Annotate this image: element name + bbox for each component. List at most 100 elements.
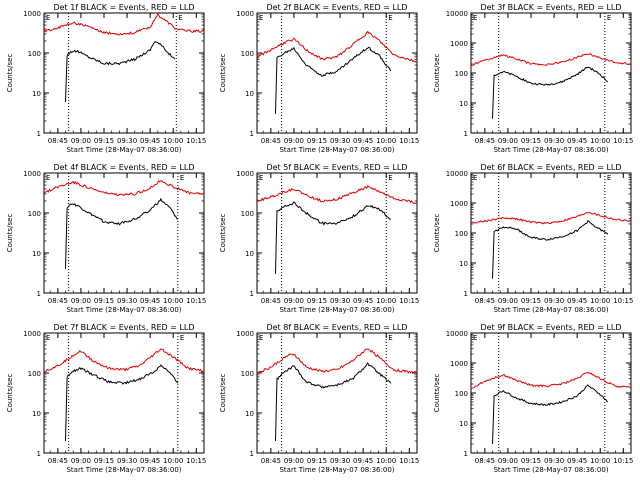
x-tick-label: 09:30 xyxy=(330,137,350,145)
plot-frame xyxy=(470,332,632,454)
x-tick-label: 09:00 xyxy=(284,457,304,465)
x-tick-label: 10:15 xyxy=(613,457,633,465)
x-tick-label: 08:45 xyxy=(475,457,495,465)
x-tick-label: 09:45 xyxy=(140,457,160,465)
x-tick-label: 09:30 xyxy=(544,457,564,465)
marker-label-right: E xyxy=(388,334,392,342)
plot-frame xyxy=(43,12,205,134)
x-tick-label: 09:00 xyxy=(284,137,304,145)
y-tick-label: 100 xyxy=(241,50,254,58)
marker-label-left: E xyxy=(259,174,263,182)
x-axis-label: Start Time (28-May-07 08:36:00) xyxy=(279,466,394,474)
y-tick-label: 100 xyxy=(455,230,468,238)
y-tick-label: 1 xyxy=(464,290,468,298)
plot-frame xyxy=(43,172,205,294)
marker-label-left: E xyxy=(46,14,50,22)
x-tick-label: 10:00 xyxy=(376,137,396,145)
x-tick-label: 09:15 xyxy=(521,297,541,305)
marker-label-left: E xyxy=(473,14,477,22)
x-tick-label: 10:15 xyxy=(399,457,419,465)
y-tick-label: 10 xyxy=(459,100,468,108)
plot-frame xyxy=(43,332,205,454)
x-tick-label: 10:15 xyxy=(186,297,206,305)
x-tick-label: 09:00 xyxy=(71,457,91,465)
lld-series-line xyxy=(43,348,205,373)
y-tick-label: 100 xyxy=(28,210,41,218)
x-tick-label: 09:45 xyxy=(567,137,587,145)
x-tick-label: 09:30 xyxy=(544,137,564,145)
lld-series-line xyxy=(470,372,632,389)
lld-series-line xyxy=(470,52,632,66)
y-tick-label: 10000 xyxy=(446,330,468,338)
events-series-line xyxy=(492,66,609,119)
marker-label-right: E xyxy=(178,14,182,22)
marker-label-right: E xyxy=(607,334,611,342)
x-tick-label: 09:00 xyxy=(71,297,91,305)
marker-label-right: E xyxy=(180,334,184,342)
lld-series-line xyxy=(470,211,632,225)
x-axis-label: Start Time (28-May-07 08:36:00) xyxy=(66,466,181,474)
y-tick-label: 1 xyxy=(37,130,41,138)
y-tick-label: 10 xyxy=(459,420,468,428)
x-tick-label: 09:00 xyxy=(498,457,518,465)
x-tick-label: 09:00 xyxy=(498,297,518,305)
x-tick-label: 08:45 xyxy=(48,457,68,465)
marker-label-left: E xyxy=(46,174,50,182)
y-axis-label: Counts/sec xyxy=(219,374,227,413)
y-tick-label: 10 xyxy=(245,90,254,98)
x-tick-label: 09:45 xyxy=(353,297,373,305)
y-axis-label: Counts/sec xyxy=(219,54,227,93)
x-tick-label: 09:15 xyxy=(94,297,114,305)
events-series-line xyxy=(492,219,609,279)
x-tick-label: 09:45 xyxy=(140,137,160,145)
x-tick-label: 10:15 xyxy=(186,457,206,465)
x-tick-label: 09:45 xyxy=(140,297,160,305)
x-tick-label: 10:00 xyxy=(376,457,396,465)
events-series-line xyxy=(65,197,179,269)
y-tick-label: 10 xyxy=(245,250,254,258)
panel-title: Det 1f BLACK = Events, RED = LLD xyxy=(53,3,194,12)
y-tick-label: 1000 xyxy=(450,200,468,208)
x-tick-label: 10:00 xyxy=(376,297,396,305)
lld-series-line xyxy=(256,348,418,375)
x-tick-label: 08:45 xyxy=(261,457,281,465)
x-tick-label: 10:00 xyxy=(163,297,183,305)
y-axis-label: Counts/sec xyxy=(219,214,227,253)
x-tick-label: 10:15 xyxy=(399,137,419,145)
y-axis-label: Counts/sec xyxy=(433,374,441,413)
x-tick-label: 10:00 xyxy=(163,137,183,145)
x-axis-label: Start Time (28-May-07 08:36:00) xyxy=(66,306,181,314)
panel-title: Det 4f BLACK = Events, RED = LLD xyxy=(53,163,194,172)
marker-label-left: E xyxy=(259,334,263,342)
x-tick-label: 10:00 xyxy=(590,297,610,305)
marker-label-left: E xyxy=(473,334,477,342)
y-tick-label: 1000 xyxy=(23,330,41,338)
x-axis-label: Start Time (28-May-07 08:36:00) xyxy=(493,466,608,474)
x-tick-label: 09:15 xyxy=(521,137,541,145)
y-tick-label: 1000 xyxy=(236,10,254,18)
x-tick-label: 09:45 xyxy=(567,457,587,465)
marker-label-left: E xyxy=(46,334,50,342)
x-tick-label: 09:15 xyxy=(521,457,541,465)
x-axis-label: Start Time (28-May-07 08:36:00) xyxy=(279,146,394,154)
x-tick-label: 09:45 xyxy=(353,137,373,145)
x-tick-label: 09:30 xyxy=(117,297,137,305)
x-tick-label: 09:30 xyxy=(117,457,137,465)
marker-label-right: E xyxy=(388,14,392,22)
panel-title: Det 5f BLACK = Events, RED = LLD xyxy=(266,163,407,172)
y-tick-label: 100 xyxy=(241,370,254,378)
x-tick-label: 09:15 xyxy=(307,457,327,465)
plot-frame xyxy=(256,332,418,454)
plot-frame xyxy=(256,172,418,294)
y-tick-label: 1 xyxy=(37,450,41,458)
x-tick-label: 09:45 xyxy=(567,297,587,305)
events-series-line xyxy=(275,362,392,442)
x-tick-label: 09:00 xyxy=(284,297,304,305)
y-tick-label: 10000 xyxy=(446,170,468,178)
y-tick-label: 10 xyxy=(459,260,468,268)
